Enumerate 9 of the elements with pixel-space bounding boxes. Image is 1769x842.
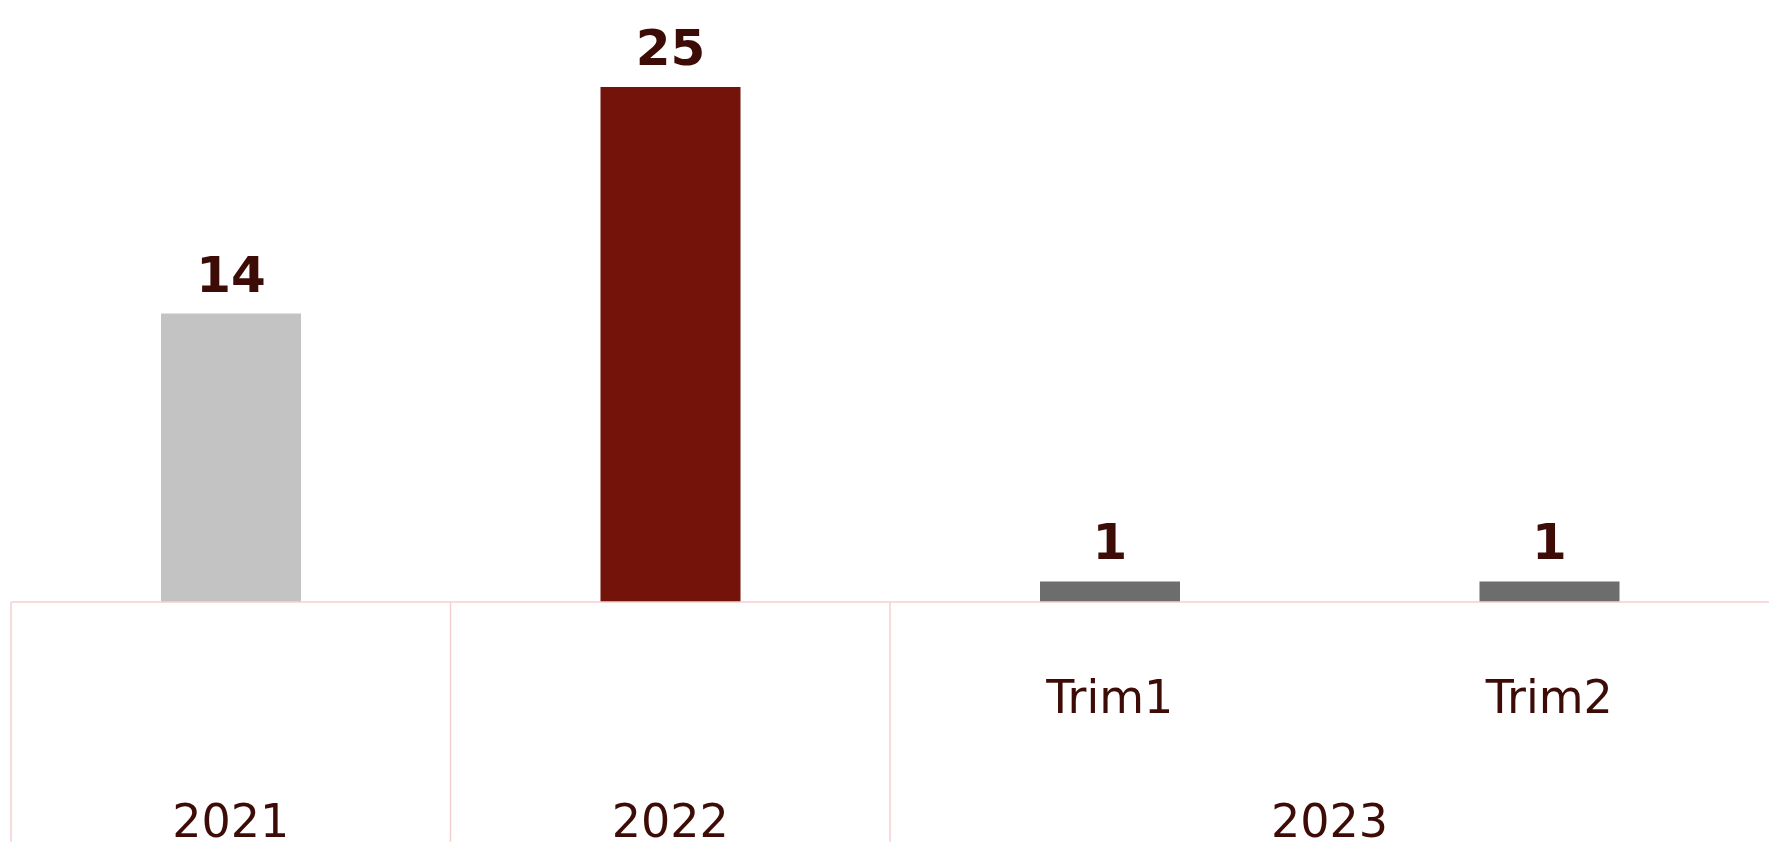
data-label: 25 [635, 19, 706, 77]
data-label: 1 [1532, 513, 1567, 572]
text: 2023 [1270, 794, 1389, 842]
x-tick-label: Trim2 [1484, 670, 1613, 724]
x-tick-label: 2021 [172, 794, 290, 842]
data-label: 14 [196, 245, 266, 304]
x-tick-label: 2022 [611, 794, 729, 842]
x-tick-label: Trim1 [1045, 670, 1174, 724]
data-label: 1 [1092, 513, 1128, 572]
